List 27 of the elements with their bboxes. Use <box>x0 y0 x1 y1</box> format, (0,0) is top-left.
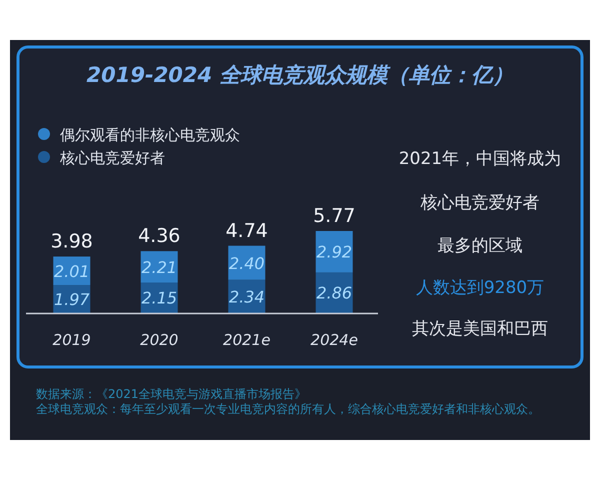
text: 最多的区域 <box>438 236 522 256</box>
data-label: 2.40 <box>228 254 265 273</box>
x-tick-label: 2020 <box>140 331 178 349</box>
total-label: 4.74 <box>226 220 268 242</box>
legend-label: 核心电竞爱好者 <box>59 149 165 167</box>
total-label: 5.77 <box>313 205 356 227</box>
text: 全球电竞观众：每年至少观看一次专业电竞内容的所有人，综合核心电竞爱好者和非核心观众。 <box>36 402 541 417</box>
x-tick-label: 2019 <box>52 331 91 349</box>
data-label: 2.92 <box>316 242 352 262</box>
total-label: 3.98 <box>50 230 93 253</box>
data-label: 2.34 <box>228 287 265 306</box>
data-label: 2.86 <box>316 284 352 303</box>
chart-title: 2019-2024 全球电竞观众规模（单位：亿） <box>86 63 514 87</box>
bar <box>316 231 353 272</box>
data-label: 2.01 <box>54 262 90 281</box>
data-label: 2.21 <box>141 258 178 277</box>
x-tick-label: 2021e <box>223 331 270 349</box>
total-label: 4.36 <box>138 225 180 248</box>
text: 其次是美国和巴西 <box>412 319 548 339</box>
text: 2021年，中国将成为 <box>398 149 562 169</box>
legend-label: 偶尔观看的非核心电竞观众 <box>60 126 240 144</box>
text: 核心电竞爱好者 <box>420 193 540 213</box>
source-note: 数据来源：《2021全球电竞与游戏直播市场报告》 <box>36 387 308 402</box>
text: 人数达到9280万 <box>416 278 544 298</box>
data-label: 2.15 <box>141 288 178 308</box>
data-label: 1.97 <box>54 290 90 310</box>
x-tick-label: 2024e <box>310 331 358 349</box>
